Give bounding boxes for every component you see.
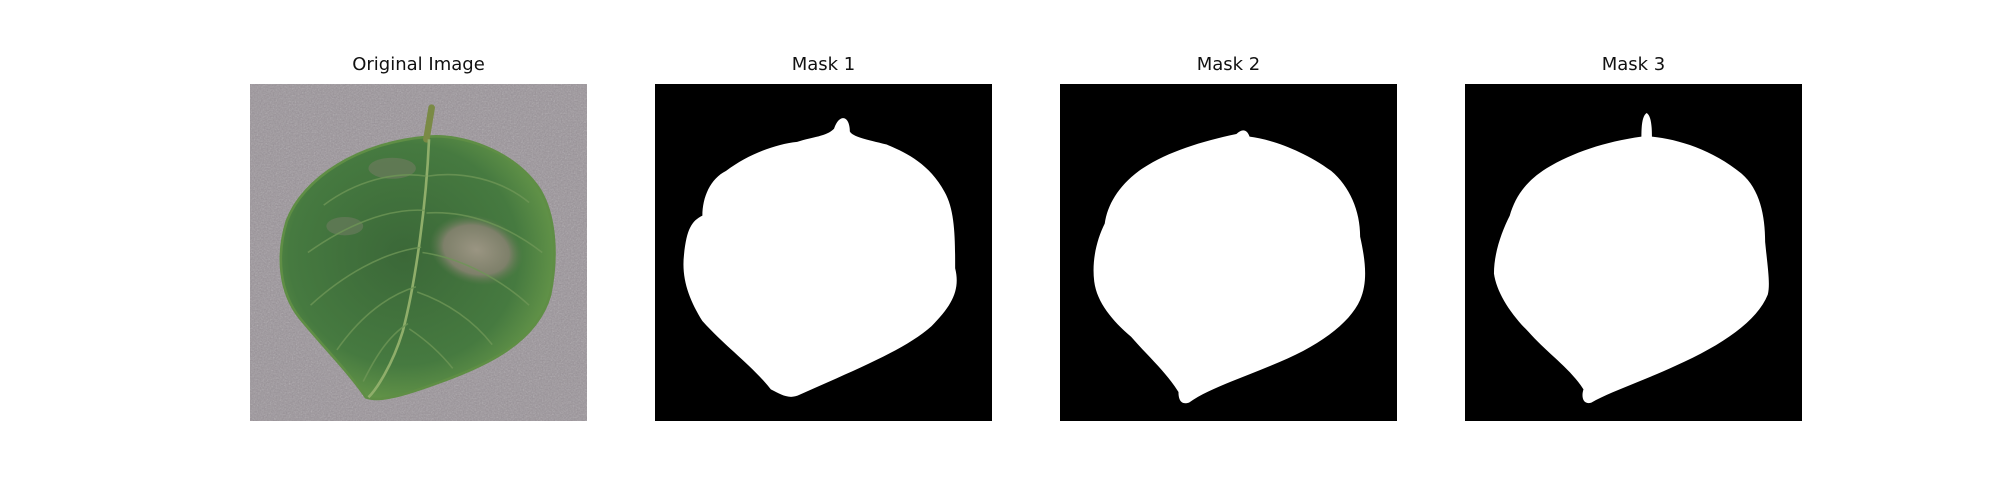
panel-title: Mask 3 — [1601, 54, 1666, 75]
mask-image — [1465, 84, 1802, 421]
mask-image — [1060, 84, 1397, 421]
panel-title: Mask 2 — [1196, 54, 1261, 75]
leaf-lesion — [368, 157, 416, 179]
leaf-lesion — [326, 216, 364, 236]
panel-original-image: Original Image — [250, 54, 587, 421]
leaf-stem — [423, 104, 435, 143]
panel-title: Mask 1 — [791, 54, 856, 75]
panel-mask-2: Mask 2 — [1060, 54, 1397, 421]
leaf-lesion — [429, 214, 524, 286]
leaf-veins — [307, 173, 543, 382]
leaf-photo — [250, 84, 587, 421]
leaf-mask-icon — [683, 118, 957, 397]
panel-mask-1: Mask 1 — [655, 54, 992, 421]
leaf-mask-icon — [1093, 130, 1366, 404]
mask-image — [655, 84, 992, 421]
panel-mask-3: Mask 3 — [1465, 54, 1802, 421]
leaf-midrib — [367, 139, 431, 399]
panel-title: Original Image — [352, 54, 485, 75]
leaf-mask-icon — [1493, 112, 1769, 404]
